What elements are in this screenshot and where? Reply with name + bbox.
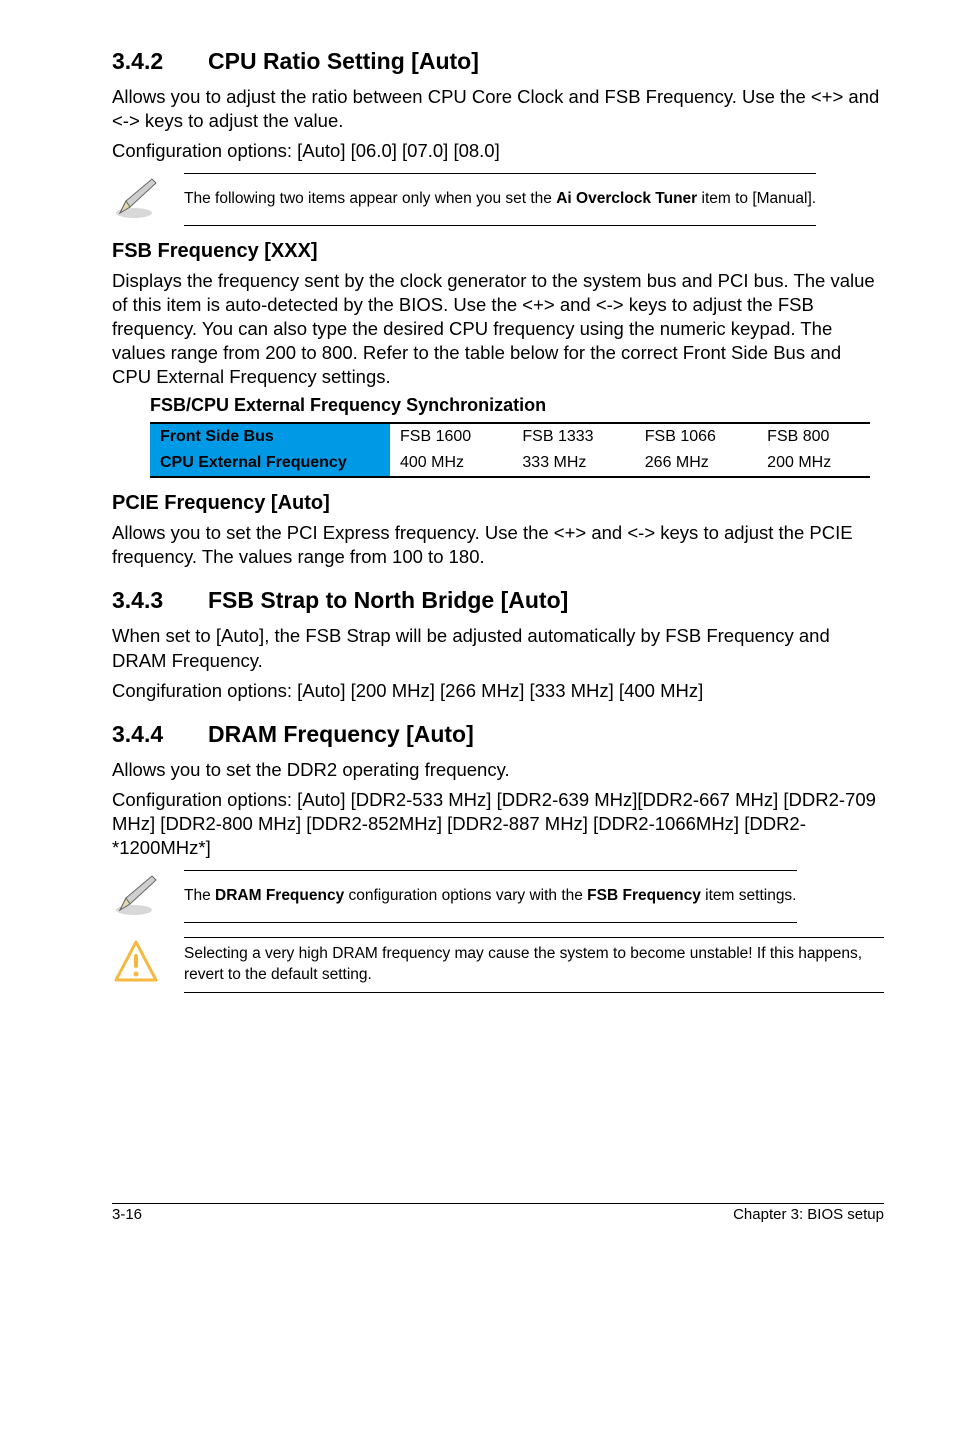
paragraph: Configuration options: [Auto] [06.0] [07… — [112, 139, 884, 163]
table-title: FSB/CPU External Frequency Synchronizati… — [150, 395, 884, 416]
section-heading-342: 3.4.2CPU Ratio Setting [Auto] — [112, 48, 884, 75]
page-number: 3-16 — [112, 1206, 142, 1223]
section-number: 3.4.4 — [112, 721, 208, 748]
page-footer: 3-16 Chapter 3: BIOS setup — [112, 1203, 884, 1223]
pencil-icon — [112, 173, 184, 226]
paragraph: Displays the frequency sent by the clock… — [112, 269, 884, 389]
section-heading-343: 3.4.3FSB Strap to North Bridge [Auto] — [112, 587, 884, 614]
table-row-label: Front Side Bus — [150, 423, 390, 450]
paragraph: Allows you to set the PCI Express freque… — [112, 521, 884, 569]
paragraph: When set to [Auto], the FSB Strap will b… — [112, 624, 884, 672]
table-cell: FSB 1600 — [390, 423, 512, 450]
note-text: The DRAM Frequency configuration options… — [184, 870, 797, 923]
paragraph: Allows you to set the DDR2 operating fre… — [112, 758, 884, 782]
paragraph: Congifuration options: [Auto] [200 MHz] … — [112, 679, 884, 703]
subsection-heading-pcie: PCIE Frequency [Auto] — [112, 492, 884, 515]
section-title: CPU Ratio Setting [Auto] — [208, 48, 479, 74]
chapter-label: Chapter 3: BIOS setup — [733, 1206, 884, 1223]
section-title: FSB Strap to North Bridge [Auto] — [208, 587, 568, 613]
table-cell: 333 MHz — [512, 450, 634, 477]
table-cell: FSB 800 — [757, 423, 870, 450]
warning-text: Selecting a very high DRAM frequency may… — [184, 937, 884, 993]
fsb-cpu-table: Front Side Bus FSB 1600 FSB 1333 FSB 106… — [150, 422, 870, 478]
table-row-label: CPU External Frequency — [150, 450, 390, 477]
section-heading-344: 3.4.4DRAM Frequency [Auto] — [112, 721, 884, 748]
subsection-heading-fsb: FSB Frequency [XXX] — [112, 240, 884, 263]
pencil-icon — [112, 870, 184, 923]
paragraph: Allows you to adjust the ratio between C… — [112, 85, 884, 133]
section-number: 3.4.2 — [112, 48, 208, 75]
paragraph: Configuration options: [Auto] [DDR2-533 … — [112, 788, 884, 860]
table-cell: FSB 1066 — [635, 423, 757, 450]
table-cell: 266 MHz — [635, 450, 757, 477]
section-number: 3.4.3 — [112, 587, 208, 614]
note-block: The DRAM Frequency configuration options… — [112, 870, 884, 923]
note-block: The following two items appear only when… — [112, 173, 884, 226]
section-title: DRAM Frequency [Auto] — [208, 721, 474, 747]
table-cell: 400 MHz — [390, 450, 512, 477]
warning-icon — [112, 937, 184, 993]
table-cell: 200 MHz — [757, 450, 870, 477]
note-text: The following two items appear only when… — [184, 173, 816, 226]
table-cell: FSB 1333 — [512, 423, 634, 450]
warning-block: Selecting a very high DRAM frequency may… — [112, 937, 884, 993]
